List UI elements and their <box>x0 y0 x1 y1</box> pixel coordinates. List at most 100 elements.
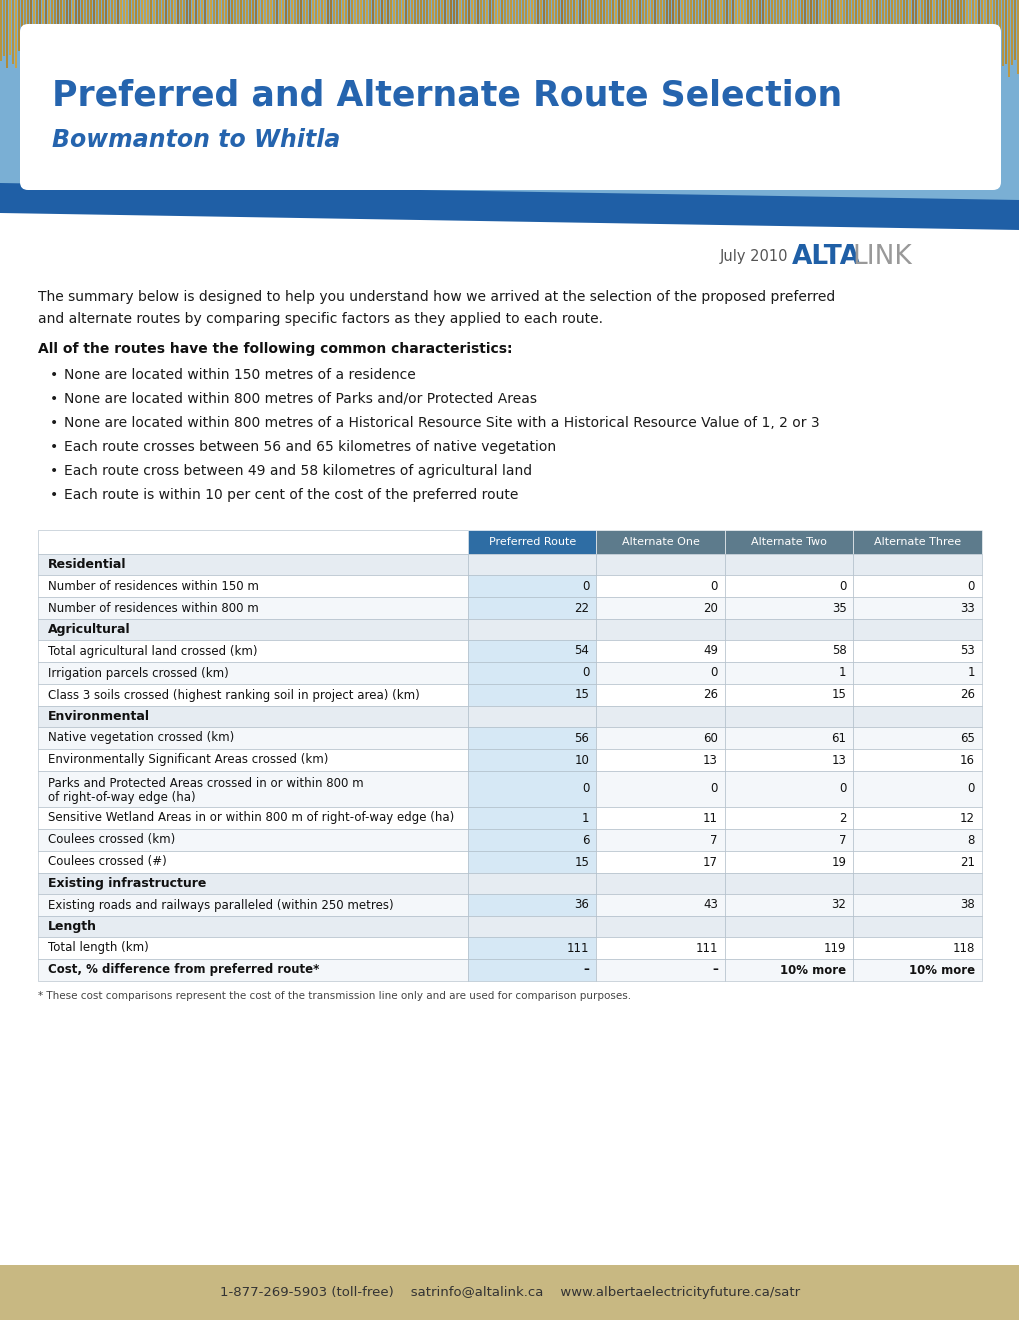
Bar <box>38 916 468 937</box>
Text: •: • <box>50 465 58 478</box>
Bar <box>513 0 515 55</box>
Text: 7: 7 <box>839 833 846 846</box>
Bar <box>830 0 833 74</box>
Bar <box>228 0 229 58</box>
Bar <box>853 851 981 873</box>
Text: 111: 111 <box>695 941 717 954</box>
Bar <box>81 0 83 59</box>
Bar <box>249 0 251 57</box>
Bar <box>853 829 981 851</box>
Bar <box>725 727 853 748</box>
Bar <box>806 0 808 53</box>
Bar <box>800 0 802 78</box>
Bar <box>318 0 320 61</box>
Bar <box>536 0 538 61</box>
Bar <box>791 0 793 71</box>
Text: 60: 60 <box>702 731 717 744</box>
Text: 17: 17 <box>702 855 717 869</box>
Text: 15: 15 <box>574 689 589 701</box>
Bar <box>284 0 286 61</box>
Bar <box>114 0 116 53</box>
Bar <box>722 0 725 67</box>
Text: Irrigation parcels crossed (km): Irrigation parcels crossed (km) <box>48 667 228 680</box>
Bar <box>437 0 439 59</box>
Bar <box>596 829 725 851</box>
Text: 65: 65 <box>959 731 974 744</box>
Bar <box>684 0 686 57</box>
Bar <box>1010 0 1012 65</box>
Bar <box>279 0 280 70</box>
Bar <box>953 0 955 78</box>
Bar <box>596 640 725 663</box>
Bar <box>869 0 871 51</box>
Bar <box>503 0 505 50</box>
Bar <box>853 684 981 706</box>
Bar <box>468 619 596 640</box>
Bar <box>902 0 904 70</box>
Text: Bowmanton to Whitla: Bowmanton to Whitla <box>52 128 340 152</box>
Bar <box>156 0 158 66</box>
Bar <box>363 0 365 61</box>
Bar <box>222 0 224 59</box>
Bar <box>38 960 468 981</box>
Bar <box>357 0 359 70</box>
Bar <box>596 894 725 916</box>
Bar <box>38 619 468 640</box>
Bar <box>38 531 468 554</box>
Bar <box>689 0 691 53</box>
Bar <box>596 0 598 57</box>
Bar <box>701 0 703 79</box>
Bar <box>576 0 578 50</box>
Bar <box>273 0 275 55</box>
Bar <box>557 0 559 62</box>
Bar <box>99 0 101 62</box>
Bar <box>995 0 997 61</box>
Bar <box>866 0 868 75</box>
Polygon shape <box>0 183 1019 230</box>
Text: 16: 16 <box>959 754 974 767</box>
Bar <box>210 0 212 50</box>
Bar <box>6 0 8 67</box>
Bar <box>290 0 292 75</box>
Bar <box>681 0 683 59</box>
Bar <box>468 873 596 894</box>
Bar <box>878 0 880 74</box>
Bar <box>596 807 725 829</box>
Bar <box>725 684 853 706</box>
Bar <box>755 0 757 75</box>
Bar <box>455 0 458 77</box>
Text: 7: 7 <box>710 833 717 846</box>
Text: * These cost comparisons represent the cost of the transmission line only and ar: * These cost comparisons represent the c… <box>38 991 631 1001</box>
Bar <box>398 0 400 78</box>
Text: 0: 0 <box>839 783 846 796</box>
Text: –: – <box>711 964 717 977</box>
Text: 13: 13 <box>830 754 846 767</box>
Text: •: • <box>50 488 58 502</box>
Bar <box>726 0 728 61</box>
Text: 49: 49 <box>702 644 717 657</box>
Bar <box>468 663 596 684</box>
Bar <box>853 771 981 807</box>
Bar <box>531 0 533 58</box>
Text: July 2010: July 2010 <box>719 249 788 264</box>
Bar <box>408 0 410 59</box>
Bar <box>141 0 143 71</box>
Text: 54: 54 <box>574 644 589 657</box>
Bar <box>375 0 377 70</box>
Text: 15: 15 <box>830 689 846 701</box>
Text: 22: 22 <box>574 602 589 615</box>
Bar <box>764 0 766 58</box>
Bar <box>644 0 646 57</box>
Text: Existing infrastructure: Existing infrastructure <box>48 876 206 890</box>
Bar <box>0 0 2 61</box>
Text: 12: 12 <box>959 812 974 825</box>
Bar <box>120 0 122 59</box>
Text: 0: 0 <box>582 667 589 680</box>
Bar <box>596 684 725 706</box>
Bar <box>853 807 981 829</box>
Bar <box>636 0 637 73</box>
Bar <box>417 0 419 67</box>
Text: Alternate Three: Alternate Three <box>873 537 960 546</box>
Bar <box>725 640 853 663</box>
Text: None are located within 150 metres of a residence: None are located within 150 metres of a … <box>64 368 416 381</box>
